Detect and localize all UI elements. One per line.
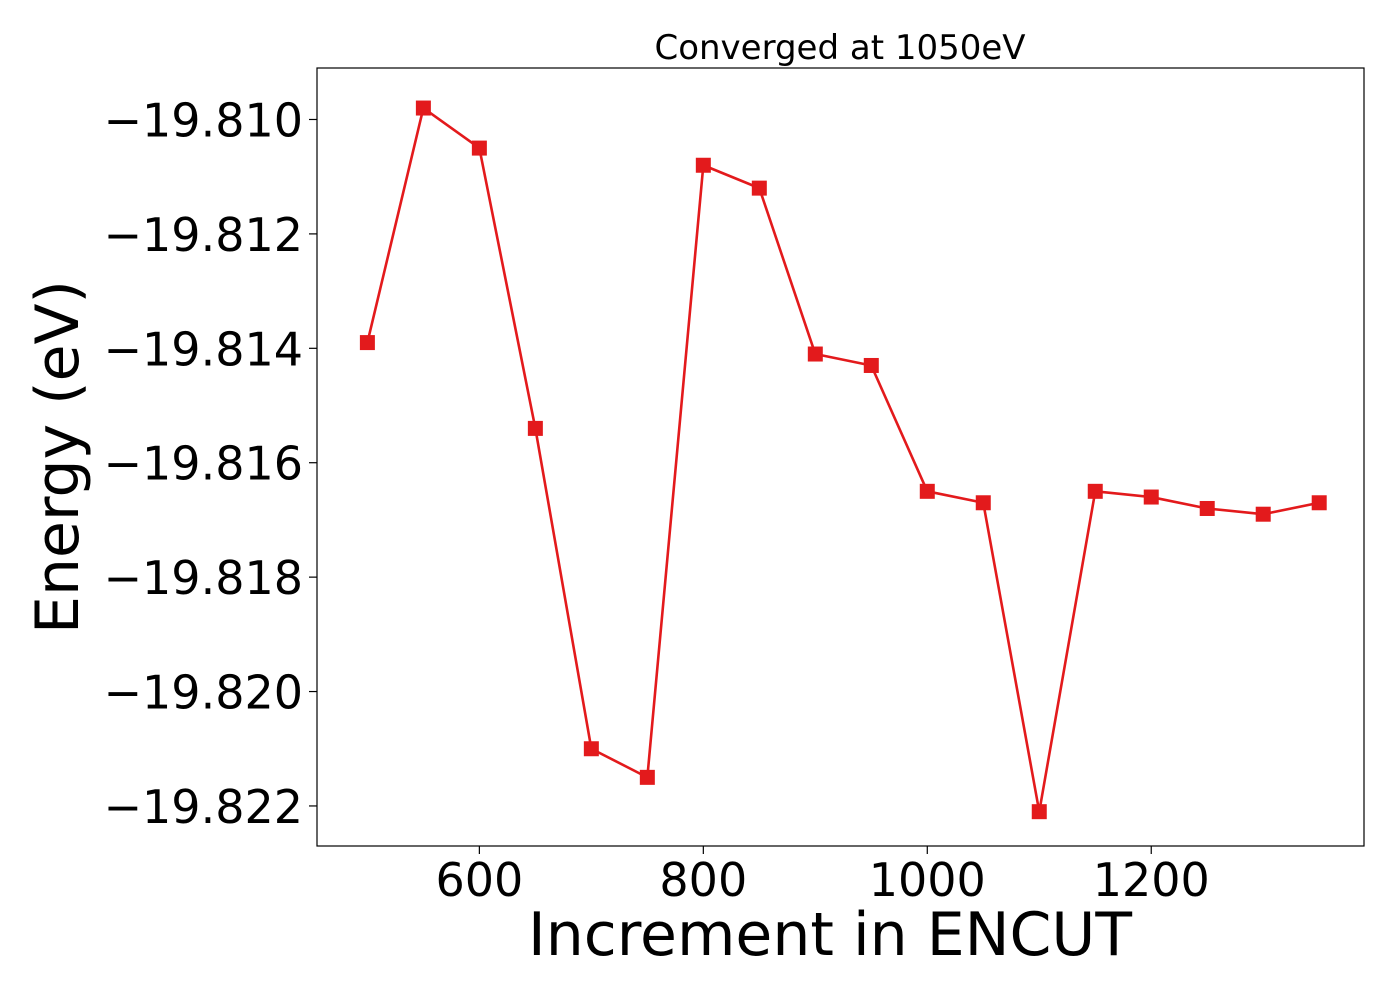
series-layer	[359, 100, 1327, 820]
data-point-marker	[415, 100, 431, 116]
data-point-marker	[639, 769, 655, 785]
data-point-marker	[863, 357, 879, 373]
x-tick-label: 600	[435, 853, 523, 907]
x-axis-ticks: 600 800 1000 1200	[435, 846, 1210, 907]
y-axis-ticks: −19.810 −19.812 −19.814 −19.816 −19.818 −19.8…	[104, 93, 317, 834]
data-point-marker	[1255, 506, 1271, 522]
data-point-marker	[1143, 489, 1159, 505]
y-tick-label: −19.810	[104, 93, 304, 147]
y-tick-label: −19.818	[104, 551, 304, 605]
y-tick-label: −19.816	[104, 437, 304, 491]
x-axis-label: Increment in ENCUT	[528, 900, 1132, 970]
data-point-marker	[359, 335, 375, 351]
x-tick-label: 1200	[1093, 853, 1210, 907]
x-tick-label: 1000	[869, 853, 986, 907]
y-tick-label: −19.822	[104, 780, 304, 834]
data-point-marker	[1199, 500, 1215, 516]
data-point-marker	[471, 140, 487, 156]
data-point-marker	[807, 346, 823, 362]
data-point-marker	[1311, 495, 1327, 511]
x-tick-label: 800	[659, 853, 747, 907]
data-point-marker	[919, 483, 935, 499]
plot-area-frame	[316, 67, 1365, 847]
chart-title: Converged at 1050eV	[654, 28, 1025, 68]
data-point-marker	[1031, 804, 1047, 820]
y-tick-label: −19.814	[104, 322, 304, 376]
y-tick-label: −19.820	[104, 666, 304, 720]
y-axis-label: Energy (eV)	[23, 280, 93, 634]
data-point-marker	[695, 157, 711, 173]
data-point-marker	[583, 741, 599, 757]
data-point-marker	[527, 420, 543, 436]
data-point-marker	[751, 180, 767, 196]
data-point-marker	[975, 495, 991, 511]
data-point-marker	[1087, 483, 1103, 499]
y-tick-label: −19.812	[104, 208, 304, 262]
series-line	[366, 106, 1320, 813]
